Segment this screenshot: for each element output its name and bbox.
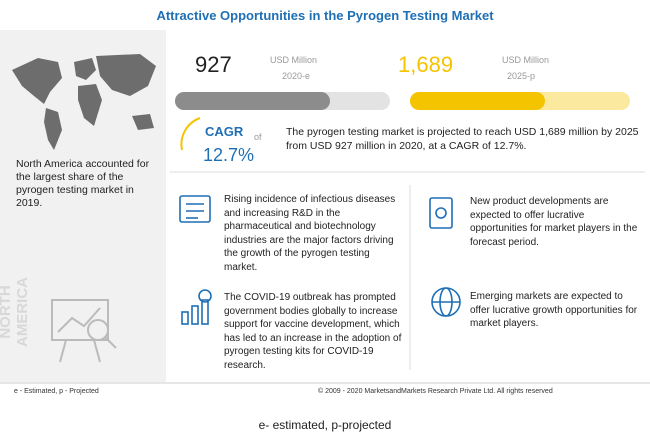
figure-unit: USD Million <box>270 55 318 65</box>
summary: The pyrogen testing market is projected … <box>286 126 639 152</box>
point: The COVID-19 outbreak has prompted gover… <box>224 292 402 371</box>
copyright: © 2009 - 2020 MarketsandMarkets Research… <box>318 388 553 395</box>
caption: e- estimated, p-projected <box>258 418 392 432</box>
world-map <box>12 54 156 150</box>
figure-year: 2020-e <box>282 71 311 81</box>
region-label: NORTH AMERICA <box>0 277 31 347</box>
analytics-icon <box>51 299 117 363</box>
footer-note: e - Estimated, p - Projected <box>14 388 99 395</box>
point: Rising incidence of infectious diseases … <box>224 194 396 273</box>
point: Emerging markets are expected to offer l… <box>470 291 638 329</box>
bar-2020 <box>175 92 330 110</box>
icons <box>179 195 461 325</box>
bar-2025 <box>410 92 545 110</box>
figure-unit: USD Million <box>502 55 550 65</box>
cagr-arc <box>180 117 201 151</box>
title: Attractive Opportunities in the Pyrogen … <box>156 8 494 23</box>
left-text: North America accounted for the largest … <box>16 158 150 209</box>
cagr-value: 12.7% <box>203 145 255 165</box>
figure-value: 927 <box>195 52 232 77</box>
figure-value: 1,689 <box>398 52 454 77</box>
figure-year: 2025-p <box>507 71 536 81</box>
cagr-of: of <box>254 132 262 142</box>
point: New product developments are expected to… <box>470 196 638 248</box>
cagr-label: CAGR <box>205 124 244 139</box>
